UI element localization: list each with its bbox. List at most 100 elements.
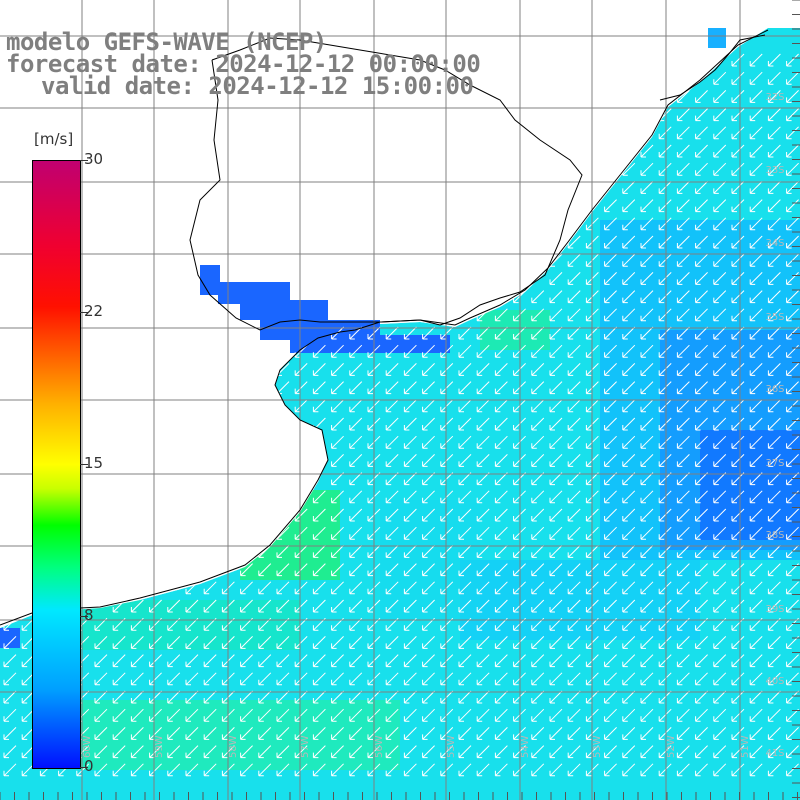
wind-arrow <box>786 90 799 103</box>
wind-arrow <box>567 253 581 267</box>
wind-arrow <box>749 90 763 103</box>
wind-arrow <box>258 708 272 722</box>
wind-arrow <box>567 599 581 613</box>
wind-arrow <box>622 326 636 340</box>
wind-arrow <box>294 636 308 649</box>
wind-arrow <box>458 763 472 777</box>
wind-arrow <box>549 308 563 322</box>
wind-arrow <box>749 363 763 376</box>
wind-arrow <box>258 581 272 595</box>
wind-arrow <box>422 545 435 558</box>
wind-arrow <box>695 508 708 522</box>
axis-labels: 32S 33S 34S 35S 36S 37S 38S 39S 40S 41S 60W 59W 58W 5… <box>82 92 785 759</box>
wind-arrow <box>695 636 708 649</box>
wind-arrow <box>658 563 672 577</box>
wind-arrow <box>640 417 654 431</box>
wind-arrow <box>567 654 581 668</box>
wind-arrow <box>786 363 799 376</box>
wind-arrow <box>112 763 126 777</box>
wind-arrow <box>422 399 435 413</box>
wind-arrow <box>658 126 672 140</box>
wind-arrow <box>749 217 763 231</box>
wind-arrow <box>531 454 545 467</box>
wind-arrow <box>240 563 253 577</box>
lon-label: 60W <box>82 735 93 758</box>
wind-arrow <box>767 199 781 213</box>
wind-arrow <box>422 435 435 449</box>
wind-arrow <box>731 545 745 558</box>
wind-arrow <box>312 344 326 358</box>
wind-arrow <box>112 672 126 686</box>
wind-arrow <box>767 290 781 304</box>
wind-arrow <box>476 508 490 522</box>
wind-arrow <box>349 599 363 613</box>
colorbar-tickmark <box>80 767 88 768</box>
wind-arrow <box>403 563 417 577</box>
wind-arrow <box>130 763 144 777</box>
wind-arrow <box>622 235 636 249</box>
wind-arrow <box>767 526 781 540</box>
lat-label: 41S <box>765 748 784 759</box>
wind-arrow <box>622 435 636 449</box>
wind-arrow <box>531 581 545 595</box>
wind-arrow <box>640 235 654 249</box>
wind-arrow <box>640 253 654 267</box>
wind-arrow <box>349 344 363 358</box>
wind-arrow <box>640 308 654 322</box>
wind-arrow <box>695 545 708 558</box>
lat-label: 36S <box>765 384 784 395</box>
wind-arrow <box>312 636 326 649</box>
wind-arrow <box>767 563 781 577</box>
wind-arrow <box>622 581 636 595</box>
wind-arrow <box>440 435 454 449</box>
wind-arrow <box>713 272 727 285</box>
wind-arrow <box>786 435 799 449</box>
wind-arrow <box>440 417 454 431</box>
wind-arrow <box>767 326 781 340</box>
wind-arrow <box>767 381 781 395</box>
wind-arrow <box>731 381 745 395</box>
wind-arrow <box>349 654 363 668</box>
wind-arrow <box>676 708 690 722</box>
wind-arrow <box>440 363 454 376</box>
wind-arrow <box>549 581 563 595</box>
wind-arrow <box>240 636 253 649</box>
wind-arrow <box>658 272 672 285</box>
wind-arrow <box>640 708 654 722</box>
wind-arrow <box>713 435 727 449</box>
wind-arrow <box>658 199 672 213</box>
wind-arrow <box>549 654 563 668</box>
wind-arrow <box>312 545 326 558</box>
wind-arrow <box>549 290 563 304</box>
wind-arrow <box>567 344 581 358</box>
wind-arrow <box>458 435 472 449</box>
wind-arrow <box>76 763 90 777</box>
wind-arrow <box>622 508 636 522</box>
wind-arrow <box>567 690 581 704</box>
wind-arrow <box>203 727 217 740</box>
wind-arrow <box>476 399 490 413</box>
wind-arrow <box>658 672 672 686</box>
wind-arrow <box>786 727 799 740</box>
wind-arrow <box>440 654 454 668</box>
wind-arrow <box>695 399 708 413</box>
wind-arrow <box>549 599 563 613</box>
wind-arrow <box>767 308 781 322</box>
wind-arrow <box>767 253 781 267</box>
wind-arrow <box>476 435 490 449</box>
wind-arrow <box>276 545 290 558</box>
wind-arrow <box>749 690 763 704</box>
wind-arrow <box>749 454 763 467</box>
wind-arrow <box>767 126 781 140</box>
lat-label: 34S <box>765 238 784 249</box>
wind-arrow <box>640 326 654 340</box>
wind-arrow <box>476 526 490 540</box>
wind-arrow <box>749 308 763 322</box>
wind-arrow <box>695 326 708 340</box>
wind-arrow <box>749 199 763 213</box>
wind-arrow <box>676 308 690 322</box>
wind-arrow <box>494 599 508 613</box>
wind-arrow <box>749 290 763 304</box>
wind-arrow <box>385 727 399 740</box>
wind-arrow <box>458 399 472 413</box>
